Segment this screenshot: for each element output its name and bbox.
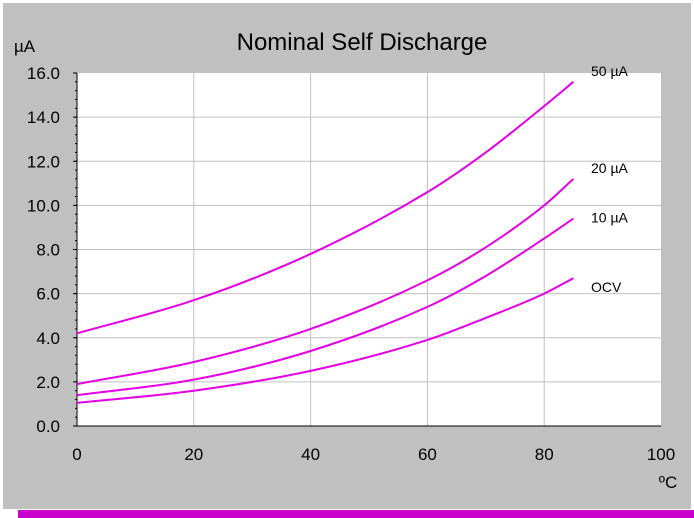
y-tick-label: 2.0	[36, 373, 60, 392]
y-tick-label: 10.0	[27, 196, 60, 215]
axes	[73, 72, 661, 427]
series-label: OCV	[591, 279, 622, 295]
grid	[77, 73, 661, 426]
series-label: 10 µA	[591, 210, 629, 226]
y-tick-label: 4.0	[36, 329, 60, 348]
series-label: 50 µA	[591, 63, 629, 79]
x-tick-label: 20	[184, 445, 203, 464]
y-tick-label: 16.0	[27, 64, 60, 83]
series-line	[76, 178, 575, 386]
y-tick-label: 12.0	[27, 152, 60, 171]
series-label: 20 µA	[591, 160, 629, 176]
y-tick-label: 0.0	[36, 417, 60, 436]
chart-title: Nominal Self Discharge	[237, 29, 488, 56]
x-tick-label: 100	[647, 445, 675, 464]
x-axis-unit-label: ºC	[659, 473, 678, 492]
accent-bar	[18, 510, 694, 518]
x-tick-label: 40	[301, 445, 320, 464]
series-line	[76, 81, 575, 335]
series-line	[76, 217, 574, 397]
y-tick-label: 14.0	[27, 108, 60, 127]
x-tick-label: 80	[535, 445, 554, 464]
x-tick-label: 0	[72, 445, 81, 464]
y-axis-unit-label: µA	[14, 37, 36, 56]
y-tick-label: 6.0	[36, 285, 60, 304]
series	[76, 81, 575, 404]
labels: 0 20 40 60 80 100 0.0 2.0 4.0 6.0 8.0 10.0 12.0 14.0 1…	[27, 63, 675, 464]
series-line	[76, 277, 574, 404]
x-tick-label: 60	[418, 445, 437, 464]
y-tick-label: 8.0	[36, 241, 60, 260]
